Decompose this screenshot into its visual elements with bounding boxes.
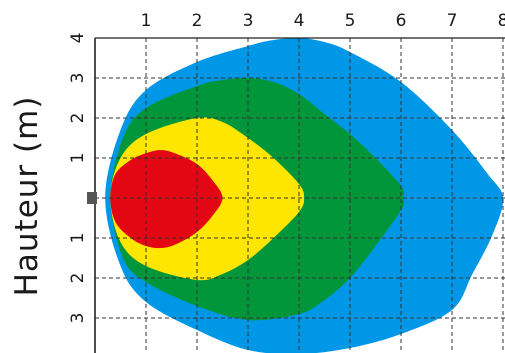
y-tick-label: 2 [68,273,88,284]
x-tick-label: 8 [498,11,505,31]
x-tick-label: 5 [345,11,356,31]
x-tick-label: 3 [243,11,254,31]
x-tick-label: 4 [294,11,305,31]
source-marker [87,192,97,204]
y-tick-label: 1 [68,153,88,164]
series-area-4 [110,149,223,249]
y-tick-label: 3 [68,313,88,324]
x-tick-label: 6 [396,11,407,31]
y-tick-label: 4 [68,33,88,44]
y-tick-label: 1 [68,233,88,244]
x-tick-label: 2 [192,11,203,31]
y-tick-label: 2 [68,113,88,124]
x-tick-label: 1 [141,11,152,31]
x-tick-label: 7 [447,11,458,31]
y-axis-label: Hauteur (m) [9,96,45,297]
y-tick-label: 3 [68,73,88,84]
